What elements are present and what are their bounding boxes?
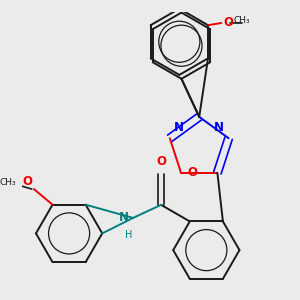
Text: O: O	[23, 175, 33, 188]
Text: O: O	[156, 155, 166, 168]
Text: CH₃: CH₃	[233, 16, 250, 25]
Text: CH₃: CH₃	[0, 178, 16, 187]
Text: O: O	[224, 16, 233, 29]
Text: N: N	[214, 121, 224, 134]
Text: H: H	[125, 230, 132, 240]
Text: O: O	[188, 166, 198, 179]
Text: N: N	[118, 212, 129, 224]
Text: N: N	[174, 121, 184, 134]
